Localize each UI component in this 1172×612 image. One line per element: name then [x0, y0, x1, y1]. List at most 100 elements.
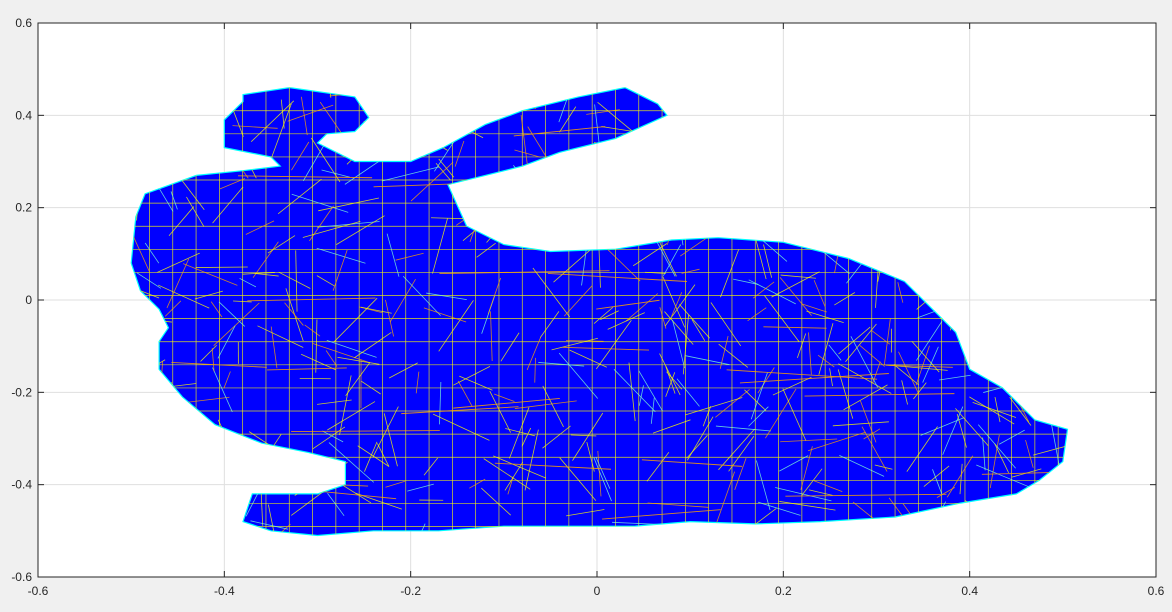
mesh-edge: [318, 197, 380, 212]
mesh-edge: [898, 351, 920, 395]
mesh-edge: [542, 385, 564, 428]
mesh-edge: [505, 428, 536, 437]
mesh-edge: [423, 307, 467, 323]
mesh-edge: [559, 106, 577, 133]
mesh-edge: [287, 104, 334, 122]
mesh-edge: [238, 175, 373, 179]
mesh-edge: [315, 319, 318, 373]
mesh-edge: [532, 267, 571, 318]
mesh-edge: [231, 106, 244, 137]
mesh-edge: [322, 430, 344, 443]
mesh-edge: [494, 462, 612, 470]
mesh-edge: [304, 324, 321, 337]
mesh-edge: [607, 312, 645, 330]
mesh-edge: [462, 228, 478, 242]
mesh-edge: [570, 434, 597, 437]
mesh-edge: [972, 401, 1017, 418]
mesh-edge: [659, 353, 681, 396]
mesh-edge: [376, 443, 390, 467]
mesh-edge: [664, 284, 696, 327]
mesh-edge: [325, 350, 338, 367]
mesh-edge: [493, 393, 515, 402]
mesh-edge: [679, 304, 710, 339]
mesh-edge: [539, 311, 560, 338]
mesh-edge: [744, 389, 767, 411]
mesh-edge: [453, 365, 491, 386]
mesh-edge: [569, 349, 607, 368]
mesh-edge: [239, 277, 257, 288]
mesh-edge: [212, 186, 244, 224]
mesh-edge: [291, 141, 310, 171]
mesh-edge: [316, 247, 366, 264]
mesh-edge: [659, 307, 667, 329]
mesh-edge: [613, 369, 656, 413]
mesh-edge: [715, 425, 771, 432]
mesh-edge: [994, 443, 1010, 474]
mesh-edge: [333, 297, 378, 342]
mesh-edge: [593, 457, 612, 502]
mesh-edge: [946, 455, 974, 498]
mesh-edge: [602, 509, 721, 520]
mesh-edge: [716, 471, 735, 524]
mesh-edge: [157, 252, 200, 273]
y-tick-label: -0.4: [11, 478, 32, 492]
mesh-edge: [247, 297, 376, 302]
mesh-edge: [685, 355, 730, 366]
mesh-edge: [487, 277, 501, 315]
mesh-edge: [381, 166, 440, 182]
mesh-edge: [800, 446, 813, 490]
y-tick-label: 0.2: [15, 201, 32, 215]
mesh-edge: [638, 370, 663, 412]
mesh-edge: [559, 457, 597, 501]
mesh-edge: [171, 362, 267, 368]
mesh-edge: [755, 460, 771, 511]
mesh-edge: [432, 413, 490, 441]
mesh-edge: [885, 364, 953, 368]
mesh-edge: [566, 340, 604, 342]
mesh-edge: [595, 456, 611, 489]
mesh-edge: [438, 300, 474, 352]
mesh-edge: [483, 458, 531, 490]
mesh-edge: [195, 266, 248, 268]
mesh-edge: [514, 149, 541, 158]
mesh-edge: [684, 397, 743, 416]
mesh-edge: [389, 362, 418, 379]
x-tick-label: 0: [594, 584, 601, 598]
mesh-edge: [710, 302, 742, 347]
mesh-edge: [860, 400, 877, 443]
mesh-edge: [718, 343, 749, 368]
mesh-edge: [144, 242, 160, 264]
mesh-edge: [595, 319, 632, 370]
mesh-edge: [641, 459, 743, 467]
mesh-edge: [270, 326, 278, 369]
mesh-edge: [638, 385, 644, 406]
mesh-edge: [321, 169, 350, 178]
mesh-edge: [666, 371, 683, 390]
mesh-edge: [572, 412, 604, 461]
mesh-edge: [500, 332, 520, 362]
mesh-edge: [785, 493, 947, 497]
mesh-edge: [807, 431, 866, 452]
mesh-edge: [311, 137, 341, 183]
mesh-edge: [357, 445, 390, 467]
mesh-edge: [166, 258, 190, 309]
mesh-edge: [893, 364, 920, 386]
mesh-edge: [808, 332, 812, 375]
mesh-edge: [772, 376, 812, 396]
mesh-edge: [211, 348, 215, 372]
mesh-edge: [901, 380, 908, 405]
mesh-edge: [183, 263, 238, 286]
mesh-edge: [439, 270, 610, 275]
mesh-edge: [295, 250, 298, 312]
mesh-edge: [748, 406, 769, 427]
mesh-edge: [600, 310, 619, 321]
mesh-edge: [646, 451, 670, 482]
mesh-edge: [336, 215, 385, 245]
mesh-edge: [312, 426, 346, 450]
mesh-edge: [779, 455, 809, 472]
mesh-edge: [977, 424, 1016, 469]
mesh-edge: [159, 188, 174, 212]
mesh-edge: [747, 307, 767, 322]
mesh-edge: [672, 320, 686, 369]
mesh-edge: [327, 492, 345, 517]
